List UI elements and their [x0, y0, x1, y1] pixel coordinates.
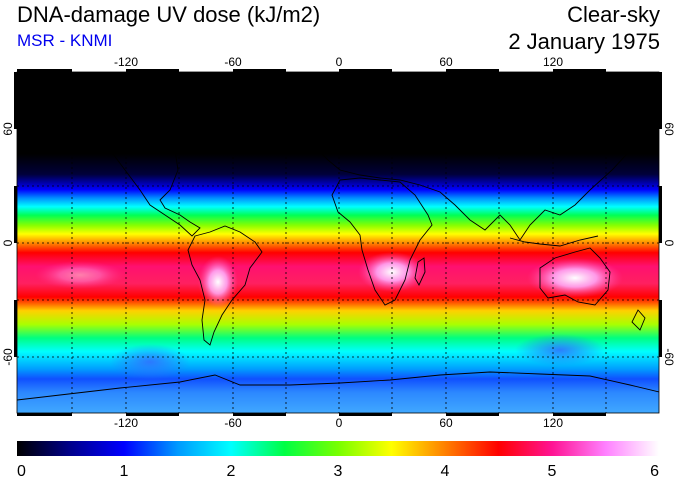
colorbar-tick-6: 6: [650, 463, 659, 480]
colorbar-tick-2: 2: [227, 463, 236, 480]
coastline-indonesia: [509, 235, 599, 247]
coastline-greenland: [254, 81, 306, 136]
coastline-africa: [331, 177, 433, 306]
map-title: DNA-damage UV dose (kJ/m2): [17, 2, 321, 27]
coastline-australia: [539, 247, 611, 306]
uv-lowspot-south-pacific: [110, 344, 190, 380]
coastline-europe-asia: [317, 99, 659, 241]
colorbar-tick-1: 1: [120, 463, 129, 480]
uv-hotspot-andes: [198, 256, 238, 308]
map-frame: [14, 69, 662, 416]
coastline-north-america: [23, 94, 201, 237]
colorbar-tick-0: 0: [17, 463, 26, 480]
colorbar-tick-3: 3: [334, 463, 343, 480]
lon-tick-top-120w: -120: [114, 55, 138, 69]
uv-hotspot-pacific: [35, 261, 125, 289]
lat-tick-left-60s: -60: [1, 348, 15, 366]
colorbar-gradient: [17, 441, 659, 456]
lon-tick-top-120e: 120: [543, 55, 563, 69]
lat-tick-right-60s: -60: [662, 348, 676, 366]
graticule: [17, 72, 659, 413]
lon-tick-top-0: 0: [336, 55, 343, 69]
coastlines: [17, 81, 659, 401]
lon-tick-top-60e: 60: [439, 55, 453, 69]
coastline-new-zealand: [631, 309, 646, 331]
lon-tick-bottom-60e: 60: [439, 416, 453, 430]
lat-tick-right-0: 0: [662, 240, 676, 247]
uv-hotspot-australia: [527, 258, 623, 298]
coastline-south-america: [187, 225, 263, 346]
colorbar-tick-4: 4: [441, 463, 450, 480]
sky-condition-label: Clear-sky: [567, 2, 660, 27]
lat-tick-right-60n: 60: [662, 122, 676, 136]
lon-tick-bottom-60w: -60: [224, 416, 242, 430]
coastline-antarctica: [17, 371, 659, 401]
date-label: 2 January 1975: [508, 29, 660, 54]
lon-tick-top-60w: -60: [224, 55, 242, 69]
lon-tick-bottom-0: 0: [336, 416, 343, 430]
lat-tick-left-60n: 60: [1, 122, 15, 136]
lat-tick-left-0: 0: [1, 239, 15, 246]
lon-tick-bottom-120e: 120: [543, 416, 563, 430]
data-source-label: MSR - KNMI: [17, 31, 113, 50]
coastline-madagascar: [414, 257, 426, 286]
lon-tick-bottom-120w: -120: [114, 416, 138, 430]
uv-lowspot-south-indian: [515, 334, 605, 366]
colorbar-tick-5: 5: [548, 463, 557, 480]
